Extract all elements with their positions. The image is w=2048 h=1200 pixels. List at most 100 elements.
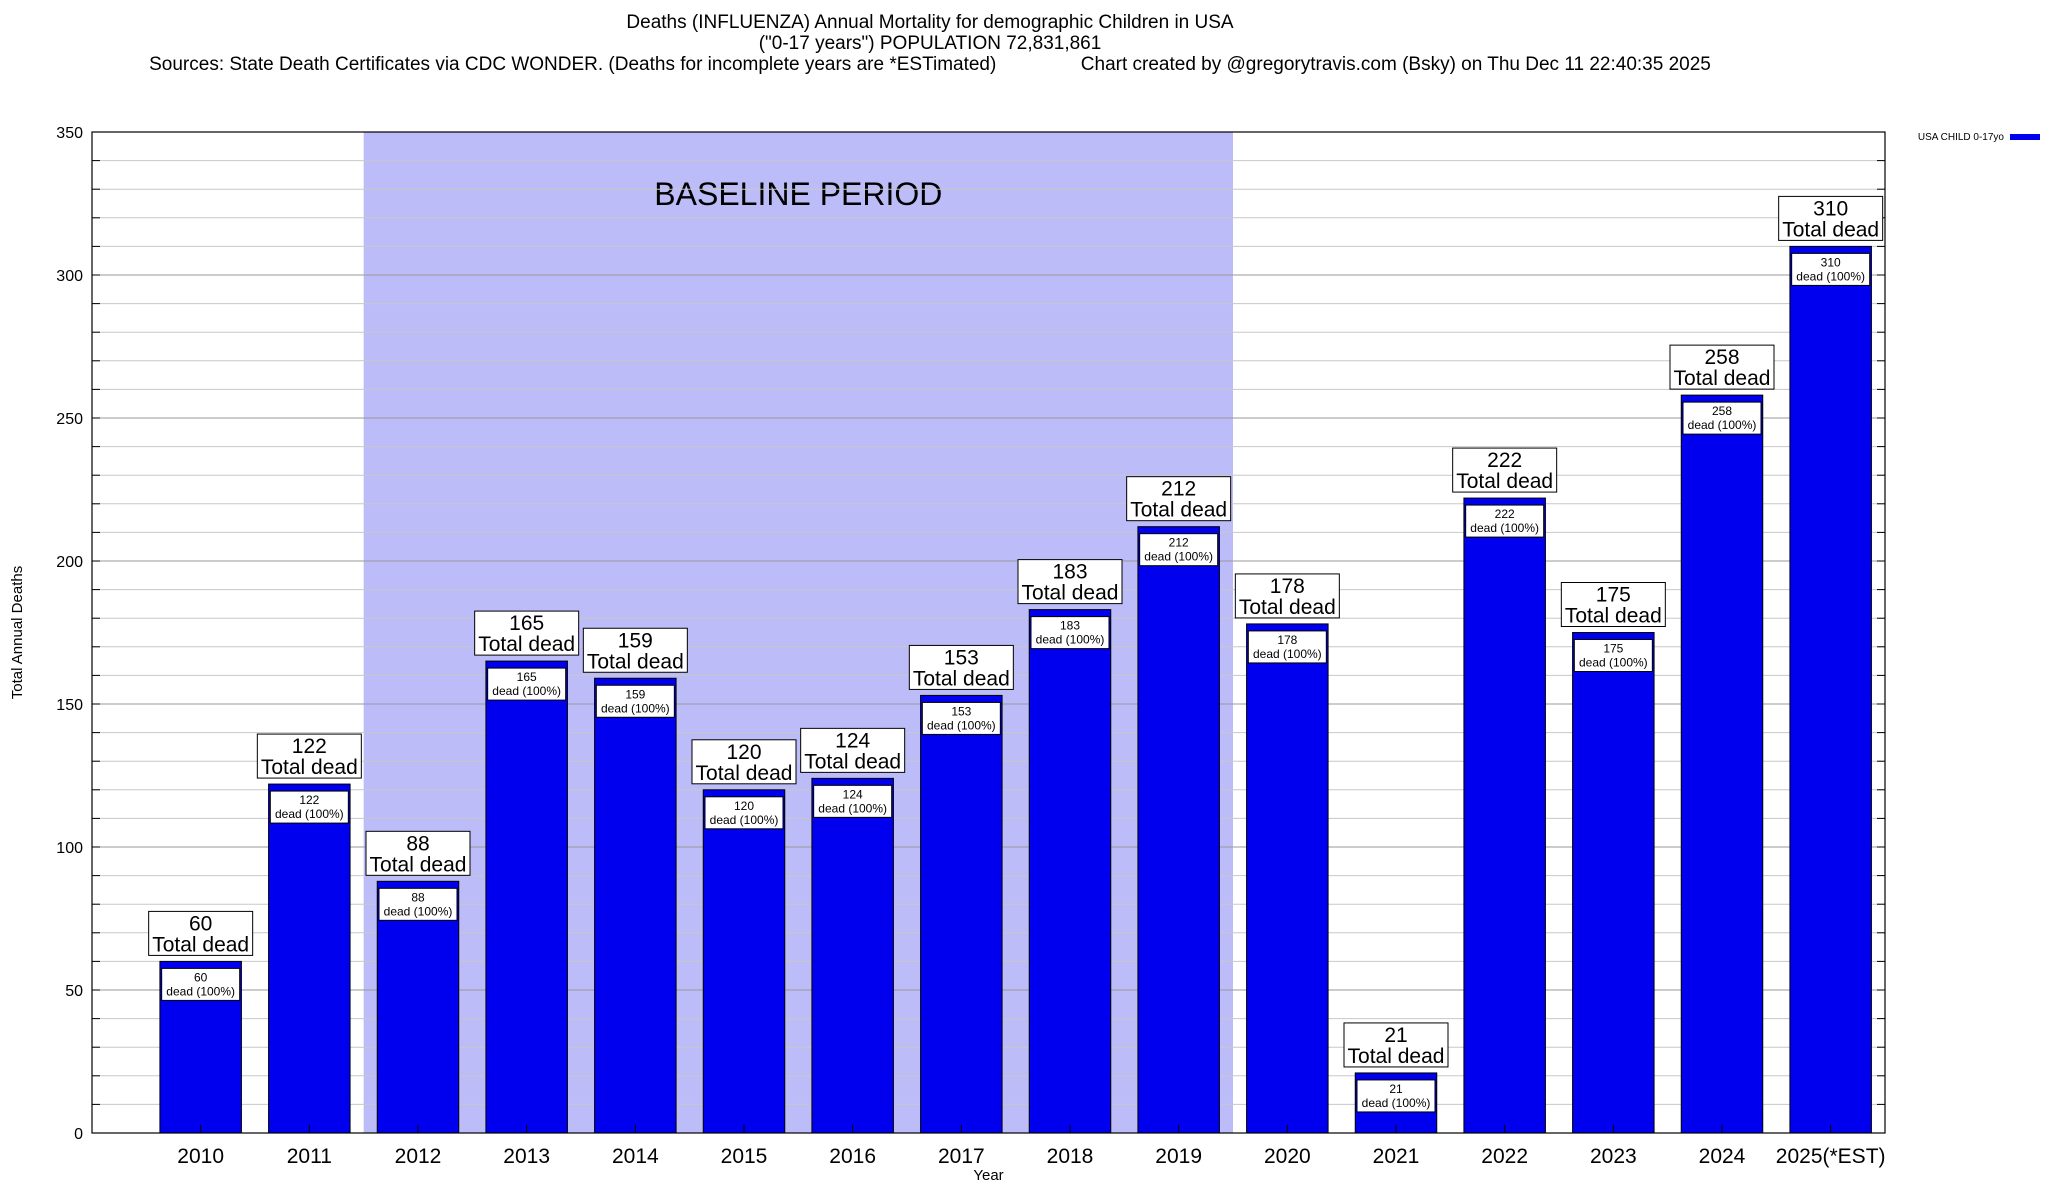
y-axis-label: Total Annual Deaths — [9, 566, 26, 699]
y-tick-label: 250 — [56, 411, 83, 428]
total-dead-label: Total dead — [478, 633, 575, 656]
total-dead-label: Total dead — [1348, 1045, 1445, 1068]
inner-value-label: 165 — [517, 670, 537, 684]
chart-title-line-2: ("0-17 years") POPULATION 72,831,861 — [758, 33, 1102, 54]
x-tick-label: 2024 — [1699, 1145, 1746, 1168]
x-tick-label: 2019 — [1155, 1145, 1202, 1168]
total-label-box — [582, 627, 688, 673]
total-dead-label: Total dead — [804, 750, 901, 773]
total-dead-label: Total dead — [1565, 605, 1662, 628]
inner-value-label: 222 — [1495, 507, 1515, 521]
x-tick-label: 2016 — [829, 1145, 876, 1168]
total-dead-label: Total dead — [696, 762, 793, 785]
bar — [268, 783, 351, 1134]
inner-value-label: 120 — [734, 799, 754, 813]
inner-percent-label: dead (100%) — [1362, 1096, 1431, 1110]
total-value-label: 159 — [618, 629, 653, 652]
legend-swatch — [2010, 134, 2040, 140]
inner-percent-label: dead (100%) — [1144, 550, 1213, 564]
x-tick-label: 2022 — [1481, 1145, 1528, 1168]
total-label-box — [800, 727, 906, 773]
inner-label-box — [921, 701, 1001, 735]
total-label-box — [908, 644, 1014, 690]
legend-label: USA CHILD 0-17yo — [1918, 132, 2005, 143]
x-tick-label: 2018 — [1047, 1145, 1094, 1168]
total-dead-label: Total dead — [1130, 499, 1227, 522]
bar — [376, 880, 460, 1134]
total-label-box — [474, 610, 580, 656]
x-tick-label: 2012 — [395, 1145, 442, 1168]
inner-value-label: 212 — [1169, 536, 1189, 550]
inner-label-box — [704, 796, 784, 830]
bar — [485, 660, 568, 1134]
inner-label-box — [269, 790, 349, 824]
inner-value-label: 310 — [1821, 255, 1841, 269]
total-label-box — [1778, 195, 1884, 241]
y-tick-label: 150 — [56, 697, 83, 714]
total-dead-label: Total dead — [587, 650, 684, 673]
total-value-label: 178 — [1270, 575, 1305, 598]
inner-label-box — [1682, 401, 1762, 435]
x-tick-label: 2025(*EST) — [1776, 1145, 1886, 1168]
inner-label-box — [1356, 1079, 1436, 1113]
y-tick-label: 300 — [56, 268, 83, 285]
total-dead-label: Total dead — [1674, 367, 1771, 390]
inner-percent-label: dead (100%) — [1036, 633, 1105, 647]
inner-value-label: 122 — [299, 793, 319, 807]
x-tick-label: 2020 — [1264, 1145, 1311, 1168]
inner-percent-label: dead (100%) — [1579, 656, 1648, 670]
bar — [594, 677, 677, 1134]
inner-value-label: 175 — [1603, 642, 1623, 656]
total-label-box — [1343, 1022, 1449, 1068]
inner-value-label: 153 — [951, 704, 971, 718]
total-value-label: 88 — [406, 832, 429, 855]
total-value-label: 310 — [1813, 197, 1848, 220]
total-label-box — [691, 739, 797, 785]
total-value-label: 222 — [1487, 449, 1522, 472]
x-tick-label: 2023 — [1590, 1145, 1637, 1168]
inner-percent-label: dead (100%) — [166, 984, 235, 998]
inner-percent-label: dead (100%) — [384, 904, 453, 918]
total-label-box — [1017, 559, 1123, 605]
total-dead-label: Total dead — [913, 667, 1010, 690]
inner-value-label: 21 — [1389, 1082, 1403, 1096]
bar — [1028, 609, 1112, 1134]
inner-label-box — [1465, 504, 1545, 538]
y-tick-label: 100 — [56, 840, 83, 857]
y-tick-label: 350 — [56, 125, 83, 142]
bar — [1463, 497, 1546, 1134]
inner-value-label: 60 — [194, 970, 208, 984]
inner-percent-label: dead (100%) — [601, 701, 670, 715]
y-tick-label: 0 — [74, 1126, 83, 1143]
y-tick-label: 50 — [65, 983, 83, 1000]
inner-percent-label: dead (100%) — [275, 807, 344, 821]
bar — [811, 777, 894, 1134]
inner-percent-label: dead (100%) — [1688, 418, 1757, 432]
total-value-label: 183 — [1052, 561, 1087, 584]
inner-value-label: 178 — [1277, 633, 1297, 647]
total-label-box — [1234, 573, 1340, 619]
x-tick-label: 2013 — [503, 1145, 550, 1168]
total-dead-label: Total dead — [1239, 596, 1336, 619]
total-label-box — [1452, 447, 1558, 493]
baseline-period-label: BASELINE PERIOD — [654, 176, 942, 212]
inner-percent-label: dead (100%) — [1470, 521, 1539, 535]
inner-value-label: 183 — [1060, 619, 1080, 633]
inner-percent-label: dead (100%) — [818, 801, 887, 815]
x-tick-label: 2011 — [287, 1145, 332, 1168]
total-value-label: 60 — [189, 912, 212, 935]
bar — [1789, 245, 1872, 1134]
bar — [1246, 623, 1329, 1134]
x-tick-label: 2021 — [1373, 1145, 1420, 1168]
chart-title-line-1: Deaths (INFLUENZA) Annual Mortality for … — [626, 12, 1234, 33]
inner-percent-label: dead (100%) — [927, 718, 996, 732]
y-tick-label: 200 — [56, 554, 83, 571]
inner-label-box — [1139, 533, 1219, 567]
total-label-box — [365, 830, 471, 876]
inner-percent-label: dead (100%) — [1253, 647, 1322, 661]
inner-label-box — [813, 784, 893, 818]
total-label-box — [256, 733, 362, 779]
chart-title-line-3: Sources: State Death Certificates via CD… — [149, 54, 1711, 75]
total-label-box — [1560, 582, 1666, 627]
inner-value-label: 159 — [625, 687, 645, 701]
